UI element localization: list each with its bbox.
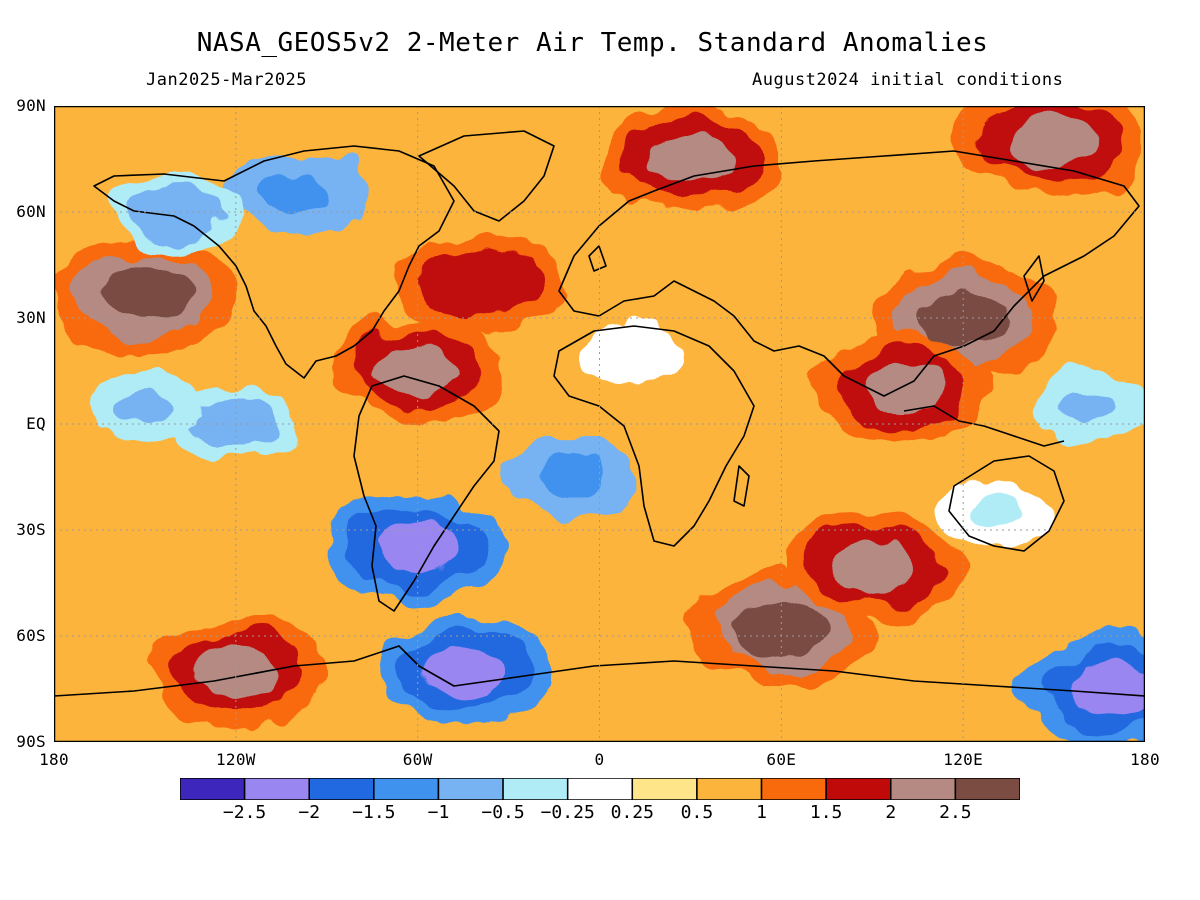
anomaly-region-0-band-2 <box>99 266 191 321</box>
anomaly-map <box>54 106 1145 742</box>
colorbar-tick-label: 2 <box>885 802 897 823</box>
colorbar-swatch <box>373 778 440 800</box>
coastline-greenland <box>418 130 555 222</box>
colorbar-tick-label: 0.5 <box>680 802 714 823</box>
anomaly-region-13-band-2 <box>1056 389 1113 423</box>
colorbar-tick-label: −2.5 <box>222 802 267 823</box>
coastline-south-america <box>353 375 500 612</box>
y-tick-label: 30S <box>16 520 46 539</box>
colorbar-swatch <box>502 778 569 800</box>
colorbar-tick-label: 1 <box>756 802 767 823</box>
x-tick-label: 60W <box>402 750 433 769</box>
colorbar-tick-label: 0.25 <box>610 802 654 823</box>
coastline-japan <box>1023 255 1045 302</box>
x-tick-label: 180 <box>39 750 69 769</box>
coastline-madagascar <box>733 465 750 507</box>
colorbar-tick-label: 2.5 <box>939 802 972 823</box>
x-tick-label: 60E <box>766 750 797 769</box>
map-frame <box>54 106 1145 742</box>
anomaly-region-8-band-2 <box>420 646 506 697</box>
anomaly-region-18-band-2 <box>536 457 603 497</box>
anomaly-region-17-band-2 <box>967 496 1020 528</box>
colorbar-swatch <box>890 778 957 800</box>
y-tick-label: 60N <box>16 202 46 221</box>
y-tick-label: EQ <box>26 414 46 433</box>
coastline-maritime-continent <box>903 405 1065 447</box>
anomaly-region-6-band-2 <box>116 389 174 424</box>
anomaly-region-7-band-2 <box>374 522 462 574</box>
anomaly-region-11-band-2 <box>917 291 1010 345</box>
colorbar-swatch <box>760 778 827 800</box>
coastline-antarctica <box>54 645 1145 697</box>
colorbar-swatch <box>566 778 634 800</box>
y-tick-label: 90N <box>16 96 46 115</box>
colorbar-swatch <box>437 778 504 800</box>
y-tick-label: 30N <box>16 308 46 327</box>
colorbar-swatch <box>631 778 698 800</box>
x-tick-label: 180 <box>1130 750 1160 769</box>
initial-conditions-subtitle: August2024 initial conditions <box>752 70 1064 90</box>
coastline-eurasia <box>558 150 1140 397</box>
colorbar-tick-label: −0.25 <box>540 802 595 823</box>
x-tick-label: 0 <box>594 750 605 769</box>
colorbar-swatch <box>180 778 246 800</box>
x-tick-label: 120W <box>215 750 256 769</box>
anomaly-field-detail <box>99 114 1145 715</box>
anomaly-region-14-band-2 <box>647 133 734 185</box>
y-tick-label: 90S <box>16 732 46 751</box>
coastline-australia <box>948 455 1065 552</box>
colorbar-tick-label: −2 <box>298 802 321 823</box>
anomaly-field <box>54 106 1145 742</box>
colorbar-swatch <box>696 778 763 800</box>
colorbar-swatch <box>308 778 375 800</box>
period-subtitle: Jan2025-Mar2025 <box>146 70 308 90</box>
anomaly-region-12-band-2 <box>859 363 946 415</box>
anomaly-region-16-band-2 <box>605 338 655 368</box>
colorbar-swatch <box>825 778 892 800</box>
colorbar-tick-label: −1 <box>427 802 450 823</box>
anomaly-region-15-band-2 <box>1009 114 1100 168</box>
colorbar-tick-label: 1.5 <box>809 802 843 823</box>
colorbar-tick-label: −1.5 <box>352 802 396 823</box>
anomaly-region-1-band-2 <box>262 174 331 215</box>
map-title: NASA_GEOS5v2 2-Meter Air Temp. Standard … <box>196 28 989 58</box>
coastlines <box>54 130 1145 697</box>
anomaly-region-20-band-2 <box>1071 663 1145 715</box>
colorbar-swatch <box>243 778 310 800</box>
colorbar-tick-label: −0.5 <box>481 802 525 823</box>
y-tick-label: 60S <box>16 626 46 645</box>
anomaly-region-4-band-2 <box>437 258 520 307</box>
coastline-uk <box>588 245 607 272</box>
x-tick-label: 120E <box>943 750 984 769</box>
colorbar <box>180 778 1020 800</box>
anomaly-region-19-band-2 <box>829 540 915 591</box>
gridlines <box>54 106 1145 742</box>
coastline-africa <box>553 325 755 547</box>
colorbar-swatch <box>954 778 1020 800</box>
